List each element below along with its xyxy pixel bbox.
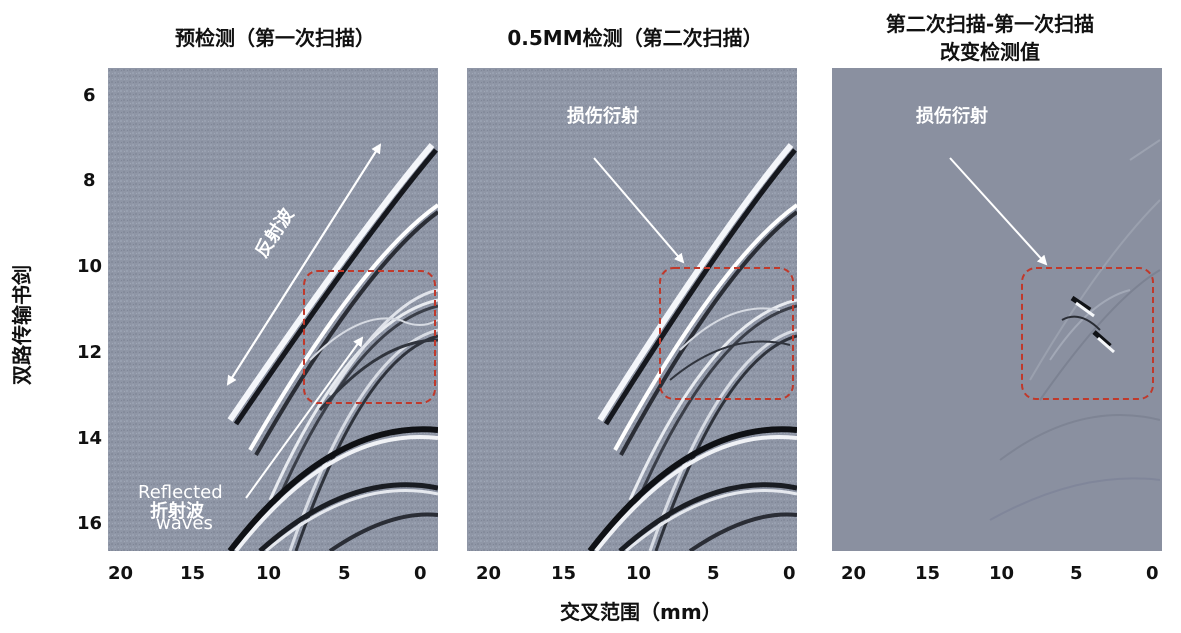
x-tick: 15 (180, 563, 206, 584)
x-tick: 10 (256, 563, 282, 584)
panel-2-title: 0.5MM检测（第二次扫描） (507, 26, 763, 50)
panel-3-title-line1: 第二次扫描-第一次扫描 (885, 12, 1095, 36)
panel-3-title-line2: 改变检测值 (940, 40, 1040, 64)
x-tick: 5 (707, 563, 720, 584)
x-tick: 20 (476, 563, 502, 584)
y-axis-label: 双路传输书剑 (10, 265, 34, 385)
x-tick: 5 (338, 563, 351, 584)
x-tick: 0 (1146, 563, 1159, 584)
panel-3-image (832, 68, 1162, 551)
x-tick: 0 (783, 563, 796, 584)
damage-diffraction-label-panel-2: 损伤衍射 (567, 106, 639, 127)
y-tick: 12 (77, 342, 103, 363)
y-tick: 16 (77, 513, 103, 534)
panel-2-image (467, 68, 797, 551)
panel-1-title: 预检测（第一次扫描） (175, 26, 375, 50)
x-tick: 15 (915, 563, 941, 584)
y-tick: 14 (77, 428, 103, 449)
y-tick: 10 (77, 256, 103, 277)
x-tick: 15 (551, 563, 577, 584)
y-tick: 8 (83, 170, 96, 191)
x-tick: 20 (841, 563, 867, 584)
x-tick: 10 (989, 563, 1015, 584)
x-tick: 5 (1070, 563, 1083, 584)
damage-diffraction-label-panel-3: 损伤衍射 (916, 106, 988, 127)
reflected-waves-en-label-1: Reflected (138, 482, 223, 503)
x-axis-label: 交叉范围（mm） (560, 600, 722, 624)
refracted-wave-label: 折射波 (150, 501, 204, 522)
reflected-waves-en-label-2: waves (156, 513, 213, 534)
x-tick: 20 (108, 563, 134, 584)
x-tick: 10 (626, 563, 652, 584)
panel-1-image (108, 68, 438, 551)
y-tick: 6 (83, 85, 96, 106)
x-tick: 0 (414, 563, 427, 584)
